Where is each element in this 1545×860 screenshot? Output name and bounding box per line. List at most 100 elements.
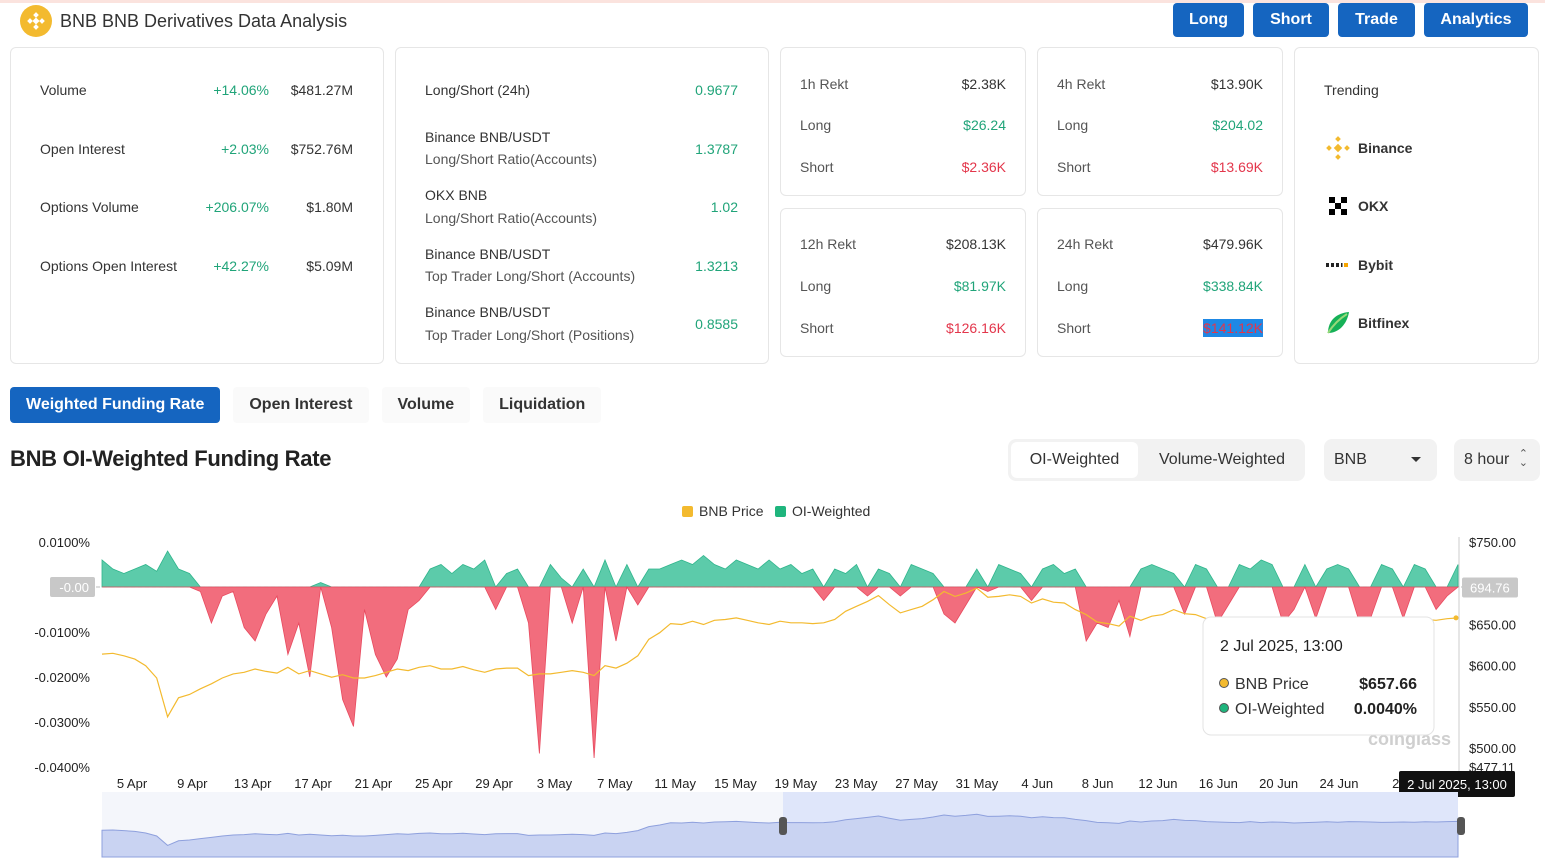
ratio-label: Binance BNB/USDT	[425, 246, 551, 262]
ratio-value: 1.02	[710, 199, 738, 215]
x-tick-label: 23 May	[835, 776, 878, 791]
price-point-current	[1453, 615, 1459, 621]
top-accent-line	[0, 0, 1545, 3]
oi-weighted-toggle[interactable]: OI-Weighted	[1011, 442, 1138, 478]
rekt-long-label: Long	[800, 278, 832, 294]
trending-item-binance[interactable]: Binance	[1324, 134, 1412, 162]
rekt-short-label: Short	[1057, 320, 1091, 336]
stat-change: +42.27%	[213, 258, 269, 274]
chevron-updown-icon: ⌃ ⌄	[1518, 448, 1528, 469]
volume-weighted-toggle[interactable]: Volume-Weighted	[1159, 451, 1285, 468]
trending-item-okx[interactable]: OKX	[1324, 192, 1388, 220]
x-tick-label: 21 Apr	[355, 776, 393, 791]
stat-change: +206.07%	[205, 199, 269, 215]
tab-weighted-funding-rate[interactable]: Weighted Funding Rate	[10, 387, 221, 423]
x-tick-label: 29 Apr	[475, 776, 513, 791]
funding-positive-area	[101, 550, 1459, 588]
x-tick-label: 17 Apr	[294, 776, 332, 791]
coin-select-value: BNB	[1334, 451, 1367, 468]
x-tick-label: 24 Jun	[1319, 776, 1358, 791]
x-tick-label: 19 May	[775, 776, 818, 791]
navigator-handle-right[interactable]	[1457, 817, 1465, 835]
interval-select-value: 8 hour	[1464, 451, 1510, 468]
x-tick-label: 25 Apr	[415, 776, 453, 791]
nav-buttons: Long Short Trade Analytics	[1173, 3, 1528, 37]
section-title: BNB OI-Weighted Funding Rate	[10, 446, 332, 471]
ratio-value: 0.8585	[695, 316, 738, 332]
ratio-value: 1.3787	[695, 141, 738, 157]
trending-name: OKX	[1358, 198, 1389, 214]
x-tick-label: 13 Apr	[234, 776, 272, 791]
zero-badge	[50, 577, 95, 597]
x-tick-label: 15 May	[714, 776, 757, 791]
long-button[interactable]: Long	[1173, 3, 1244, 37]
ratio-sublabel: Long/Short Ratio(Accounts)	[425, 151, 597, 167]
tooltip-price-label: BNB Price	[1235, 676, 1309, 693]
crosshair-label-box	[1399, 771, 1515, 797]
bitfinex-icon	[1324, 309, 1352, 337]
ratio-label: OKX BNB	[425, 187, 488, 203]
tooltip-rate-dot	[1219, 703, 1229, 713]
rekt-total: $208.13K	[946, 236, 1006, 252]
legend-swatch-oi	[775, 506, 786, 517]
stat-change: +14.06%	[213, 82, 269, 98]
x-tick-label: 27 May	[895, 776, 938, 791]
trending-name: Binance	[1358, 140, 1413, 156]
short-button[interactable]: Short	[1253, 3, 1329, 37]
legend-label-oi: OI-Weighted	[792, 503, 870, 519]
stat-change: +2.03%	[221, 141, 269, 157]
tooltip-rate-value: 0.0040%	[1354, 701, 1417, 718]
legend-swatch-price	[682, 506, 693, 517]
caret-down-icon	[1411, 457, 1421, 462]
rekt-long-label: Long	[1057, 278, 1089, 294]
stat-label: Volume	[40, 82, 87, 98]
rekt-long-value: $26.24	[963, 117, 1006, 133]
x-tick-label: 20 Jun	[1259, 776, 1298, 791]
coin-select[interactable]: BNB	[1324, 439, 1437, 481]
ratio-sublabel: Top Trader Long/Short (Positions)	[425, 327, 635, 343]
trending-card: Trending	[1294, 47, 1539, 364]
stat-label: Open Interest	[40, 141, 125, 157]
y-right-tick-label: $600.00	[1469, 659, 1516, 674]
ratio-sublabel: Long/Short Ratio(Accounts)	[425, 210, 597, 226]
rekt-total: $2.38K	[961, 76, 1006, 92]
trending-title: Trending	[1324, 82, 1379, 98]
y-left-tick-label: -0.0400%	[34, 760, 90, 775]
x-tick-label: 11 May	[654, 776, 696, 791]
tab-liquidation[interactable]: Liquidation	[483, 387, 602, 423]
trending-name: Bitfinex	[1358, 315, 1410, 331]
ratio-label: Binance BNB/USDT	[425, 304, 551, 320]
navigator-handle-left[interactable]	[779, 817, 787, 835]
stat-label: Options Open Interest	[40, 258, 177, 274]
ratio-label: Binance BNB/USDT	[425, 129, 551, 145]
tooltip-box	[1202, 616, 1435, 736]
y-left-tick-label: -0.0300%	[34, 715, 90, 730]
trending-item-bybit[interactable]: Bybit	[1324, 251, 1393, 279]
y-left-tick-label: -0.00	[59, 580, 89, 595]
x-tick-label: 16 Jun	[1199, 776, 1238, 791]
stat-value: $481.27M	[290, 82, 353, 98]
trade-button[interactable]: Trade	[1338, 3, 1415, 37]
weighting-toggle: OI-Weighted Volume-Weighted	[1008, 439, 1305, 481]
stat-label: Options Volume	[40, 199, 139, 215]
rekt-12h-card: 12h Rekt $208.13K Long $81.97K Short $12…	[780, 208, 1026, 357]
rekt-long-value: $204.02	[1212, 117, 1263, 133]
ratio-value: 1.3213	[695, 258, 738, 274]
price-badge	[1462, 577, 1518, 598]
x-tick-label: 7 May	[597, 776, 633, 791]
tab-open-interest[interactable]: Open Interest	[233, 387, 369, 423]
y-right-tick-label: 694.76	[1470, 581, 1510, 596]
rekt-short-value: $2.36K	[961, 159, 1006, 175]
okx-icon	[1324, 192, 1352, 220]
x-tick-label: 8 Jun	[1082, 776, 1114, 791]
interval-select[interactable]: 8 hour ⌃ ⌄	[1454, 439, 1540, 481]
tab-volume[interactable]: Volume	[381, 387, 471, 423]
rekt-long-label: Long	[1057, 117, 1089, 133]
trending-item-bitfinex[interactable]: Bitfinex	[1324, 309, 1409, 337]
analytics-button[interactable]: Analytics	[1424, 3, 1528, 37]
y-right-tick-label: $550.00	[1469, 700, 1516, 715]
chart-tabs: Weighted Funding Rate Open Interest Volu…	[10, 387, 614, 423]
funding-rate-chart[interactable]: BNB Price OI-Weighted 0.0100% -0.00 -0.0100%…	[0, 495, 1545, 860]
funding-negative-area	[102, 585, 1460, 759]
tooltip-price-value: $657.66	[1359, 676, 1417, 693]
